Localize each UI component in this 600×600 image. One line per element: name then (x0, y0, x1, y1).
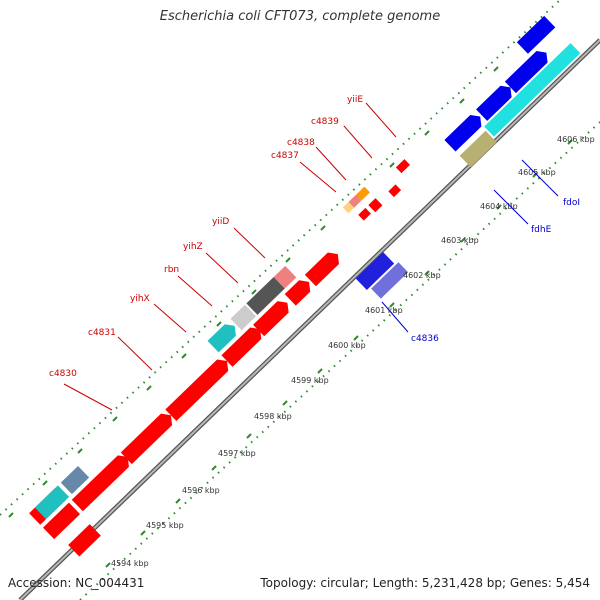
gene-feature[interactable] (221, 323, 265, 367)
gene-feature[interactable] (253, 297, 293, 337)
tick-label: 4595 kbp (146, 521, 184, 530)
top-tick-rail (0, 0, 561, 516)
tick-label: 4599 kbp (291, 376, 329, 385)
tick-label: 4596 kbp (182, 486, 220, 495)
gene-label-c4837[interactable]: c4837 (271, 151, 299, 161)
tick-label: 4598 kbp (254, 412, 292, 421)
tick-label: 4606 kbp (557, 135, 595, 144)
bottom-tick-rail (79, 121, 600, 600)
gene-feature[interactable] (395, 159, 411, 174)
gene-feature[interactable] (165, 355, 232, 421)
gene-feature[interactable] (273, 265, 297, 289)
gene-feature[interactable] (68, 524, 101, 557)
tick-label: 4594 kbp (111, 559, 149, 568)
genome-title: Escherichia coli CFT073, complete genome (159, 9, 441, 24)
gene-label-yihX[interactable]: yihX (130, 294, 150, 304)
accession-text: Accession: NC_004431 (8, 576, 145, 590)
gene-feature[interactable] (358, 207, 371, 221)
top-gene-labels (63, 102, 397, 411)
gene-label-c4836[interactable]: c4836 (411, 334, 439, 344)
gene-feature[interactable] (388, 184, 402, 198)
gene-feature[interactable] (484, 77, 545, 137)
tick-label: 4605 kbp (518, 168, 556, 177)
gene-feature[interactable] (246, 277, 285, 315)
genome-stats-text: Topology: circular; Length: 5,231,428 bp… (260, 576, 590, 590)
gene-label-c4839[interactable]: c4839 (311, 117, 339, 127)
gene-feature[interactable] (476, 82, 516, 121)
gene-feature[interactable] (368, 198, 383, 213)
gene-feature[interactable] (284, 276, 315, 306)
gene-label-rbn[interactable]: rbn (164, 265, 179, 275)
gene-feature[interactable] (444, 111, 485, 152)
gene-feature[interactable] (230, 304, 257, 331)
gene-feature[interactable] (34, 485, 70, 520)
gene-feature[interactable] (207, 320, 241, 353)
gene-feature[interactable] (459, 130, 497, 168)
gene-feature[interactable] (60, 465, 90, 495)
gene-feature[interactable] (120, 409, 177, 465)
gene-label-fdoI[interactable]: fdoI (563, 198, 580, 208)
gene-feature[interactable] (342, 201, 355, 214)
tick-label: 4600 kbp (328, 341, 366, 350)
gene-feature[interactable] (71, 451, 133, 512)
gene-feature[interactable] (371, 262, 409, 299)
gene-feature[interactable] (348, 194, 362, 208)
gene-feature[interactable] (534, 43, 581, 88)
tick-label: 4597 kbp (218, 449, 256, 458)
tick-label: 4602 kbp (403, 271, 441, 280)
gene-label-c4831[interactable]: c4831 (88, 328, 116, 338)
gene-feature[interactable] (355, 252, 395, 290)
gene-label-fdhE[interactable]: fdhE (531, 225, 552, 235)
bottom-gene-labels (381, 159, 559, 333)
tick-labels: 4594 kbp 4595 kbp 4596 kbp 4597 kbp 4598… (111, 135, 595, 568)
gene-feature[interactable] (355, 186, 370, 201)
reverse-genes[interactable] (63, 130, 519, 574)
gene-feature[interactable] (504, 47, 552, 94)
tick-label: 4603 kbp (441, 236, 479, 245)
gene-label-yiiD[interactable]: yiiD (212, 217, 229, 227)
gene-label-yihZ[interactable]: yihZ (183, 242, 203, 252)
gene-label-c4838[interactable]: c4838 (287, 138, 315, 148)
tick-label: 4601 kbp (365, 306, 403, 315)
gene-feature[interactable] (516, 15, 556, 54)
tick-label: 4604 kbp (480, 202, 518, 211)
forward-genes[interactable] (28, 14, 581, 550)
gene-feature[interactable] (304, 248, 343, 287)
gene-label-yiiE[interactable]: yiiE (347, 95, 363, 105)
gene-label-c4830[interactable]: c4830 (49, 369, 77, 379)
gene-feature[interactable] (43, 502, 81, 540)
